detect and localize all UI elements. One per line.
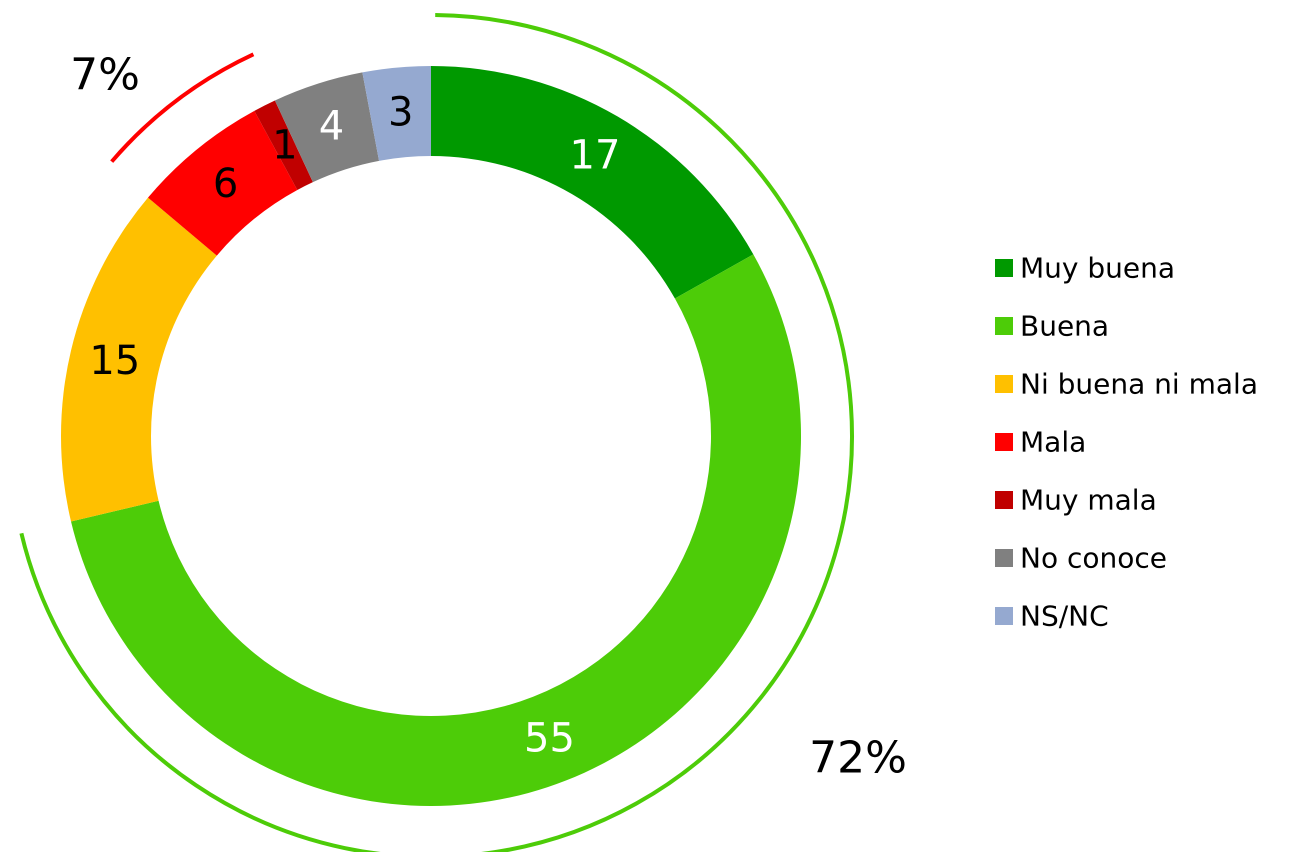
legend-swatch [995,259,1013,277]
legend-label: NS/NC [1020,600,1109,633]
legend-swatch [995,491,1013,509]
donut-segment [274,72,380,183]
legend-swatch [995,433,1013,451]
legend-swatch [995,375,1013,393]
legend-swatch [995,549,1013,567]
donut-segment [254,100,313,190]
data-label: 4 [319,104,344,150]
annotation: 72% [809,733,907,784]
donut-segment [71,254,802,807]
data-label: 15 [89,338,140,384]
legend-swatch [995,607,1013,625]
donut-segment [60,197,217,522]
legend-label: Ni buena ni mala [1020,368,1258,401]
data-label: 55 [524,716,575,762]
donut-segment [431,66,754,299]
legend-label: No conoce [1020,542,1167,575]
annotation: 7% [70,50,140,101]
annotation-arc [19,13,854,856]
data-label: 6 [213,161,238,207]
data-label: 17 [570,132,621,178]
data-label: 3 [388,89,413,135]
legend-swatch [995,317,1013,335]
legend-label: Muy buena [1020,252,1175,285]
legend-label: Mala [1020,426,1086,459]
annotation-arc [110,52,255,163]
legend-label: Muy mala [1020,484,1157,517]
donut-segment [362,66,431,161]
legend-label: Buena [1020,310,1109,343]
donut-segment [147,110,298,256]
